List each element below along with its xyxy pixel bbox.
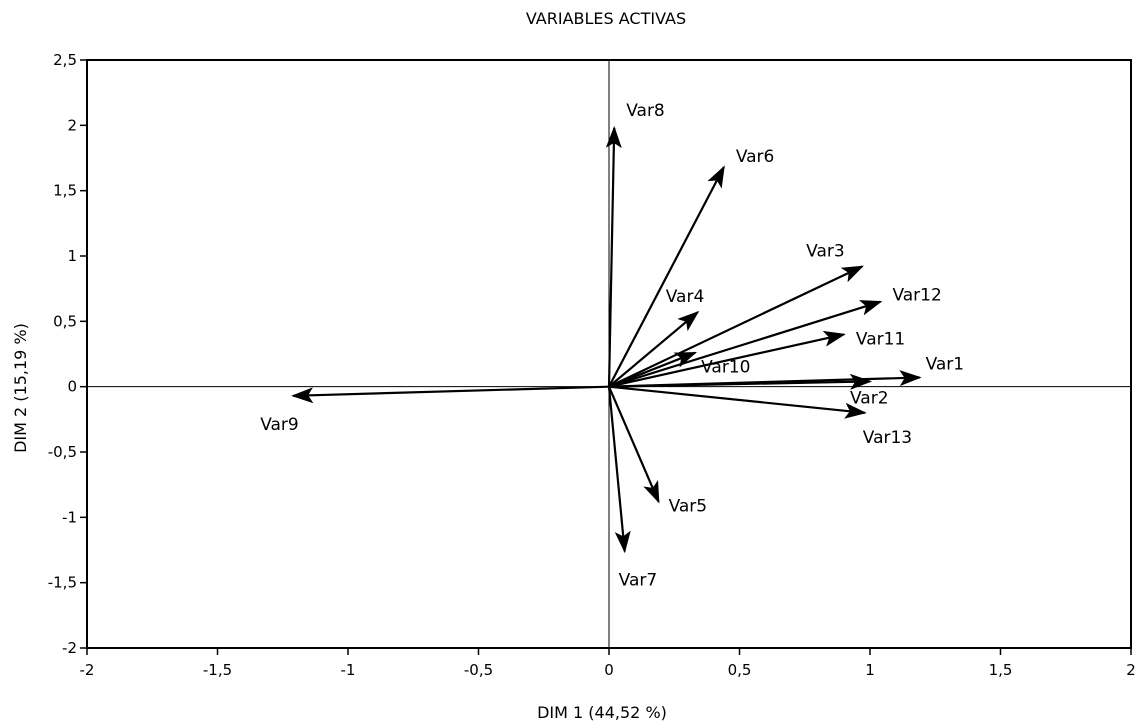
y-tick-label: 1: [67, 247, 77, 265]
vector-var10: [608, 351, 697, 388]
x-tick-label: -1: [341, 661, 356, 679]
y-axis-label: DIM 2 (15,19 %): [11, 323, 30, 453]
x-tick-label: 2: [1126, 661, 1136, 679]
vector-label-var11: Var11: [856, 329, 905, 349]
vector-var3: [608, 265, 864, 388]
vector-var4: [608, 310, 700, 388]
vector-var5: [607, 386, 660, 504]
x-axis-label: DIM 1 (44,52 %): [537, 703, 667, 722]
vector-label-var9: Var9: [260, 415, 299, 435]
vector-label-var5: Var5: [669, 497, 708, 517]
x-axis: -2 -1,5 -1 -0,5 0 0,5 1 1,5 2: [80, 648, 1136, 679]
y-tick-label: -1,5: [48, 574, 77, 592]
y-tick-label: 2,5: [53, 51, 77, 69]
y-tick-label: 2: [67, 116, 77, 134]
x-tick-label: 0,5: [728, 661, 752, 679]
y-axis: -2 -1,5 -1 -0,5 0 0,5 1 1,5 2 2,5: [48, 51, 87, 657]
x-tick-label: -2: [80, 661, 95, 679]
x-tick-label: 1,5: [989, 661, 1013, 679]
variable-vectors: Var1 Var2 Var3 Var4 Var5 Var6 Var7 Var8 Var9 Var1…: [260, 101, 964, 590]
vector-label-var7: Var7: [619, 570, 658, 590]
x-tick-label: -0,5: [464, 661, 493, 679]
vector-var12: [608, 300, 883, 388]
x-tick-label: 1: [865, 661, 875, 679]
vector-var8: [605, 125, 622, 387]
y-tick-label: 0: [67, 378, 77, 396]
vector-var11: [608, 330, 846, 388]
x-tick-label: -1,5: [203, 661, 232, 679]
vector-label-var3: Var3: [806, 241, 845, 261]
vector-var9: [291, 385, 610, 404]
y-tick-label: 1,5: [53, 182, 77, 200]
vector-var2: [608, 373, 872, 390]
vector-var6: [608, 165, 725, 388]
vector-var7: [607, 386, 631, 554]
vector-label-var13: Var13: [863, 428, 912, 448]
y-tick-label: -0,5: [48, 443, 77, 461]
y-tick-label: -2: [62, 639, 77, 657]
vector-label-var2: Var2: [850, 388, 889, 408]
vector-label-var12: Var12: [892, 286, 941, 306]
chart-title: VARIABLES ACTIVAS: [526, 9, 686, 28]
y-tick-label: -1: [62, 508, 77, 526]
y-tick-label: 0,5: [53, 312, 77, 330]
vector-var13: [608, 385, 867, 419]
x-tick-label: 0: [604, 661, 614, 679]
vector-label-var8: Var8: [626, 101, 665, 121]
vector-label-var6: Var6: [736, 147, 775, 167]
vector-label-var1: Var1: [926, 355, 965, 375]
vector-label-var4: Var4: [666, 287, 705, 307]
